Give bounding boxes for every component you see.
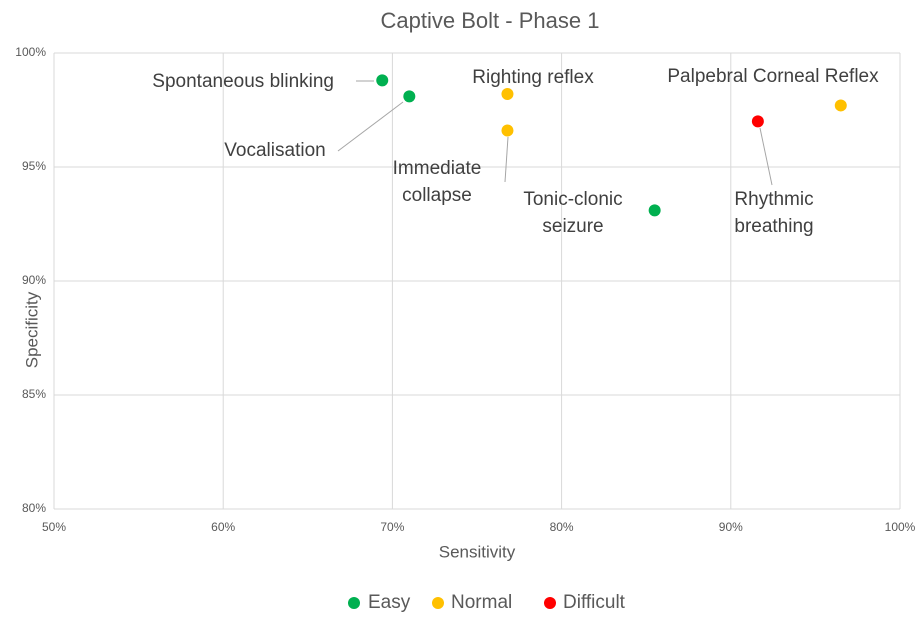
point-label: Spontaneous blinking: [152, 71, 334, 92]
x-tick-label: 90%: [719, 520, 743, 534]
y-tick-label: 90%: [22, 273, 46, 287]
point: [834, 99, 847, 112]
legend-label: Difficult: [563, 592, 626, 613]
x-axis-title: Sensitivity: [439, 542, 516, 561]
leader-line: [337, 101, 404, 152]
y-axis-title: Specificity: [22, 291, 41, 368]
leader-line: [504, 136, 509, 183]
point-label: Righting reflex: [472, 67, 594, 88]
point-label: Rhythmic breathing: [734, 189, 813, 237]
point-label: Immediate collapse: [393, 158, 482, 206]
x-tick-label: 80%: [550, 520, 574, 534]
point: [648, 204, 661, 217]
y-tick-label: 85%: [22, 387, 46, 401]
legend-label: Easy: [368, 592, 411, 613]
point: [501, 124, 514, 137]
point: [403, 90, 416, 103]
point: [751, 115, 764, 128]
legend-marker: [432, 597, 444, 609]
y-tick-label: 100%: [15, 45, 46, 59]
x-tick-label: 60%: [211, 520, 235, 534]
point-label: Tonic-clonic seizure: [523, 189, 622, 237]
legend-marker: [544, 597, 556, 609]
x-tick-label: 100%: [885, 520, 916, 534]
point-label: Palpebral Corneal Reflex: [667, 66, 879, 87]
legend-label: Normal: [451, 592, 512, 613]
point: [376, 74, 389, 87]
legend-marker: [348, 597, 360, 609]
y-tick-label: 95%: [22, 159, 46, 173]
leader-line: [759, 127, 773, 186]
x-tick-label: 70%: [380, 520, 404, 534]
chart-title: Captive Bolt - Phase 1: [381, 8, 600, 33]
x-tick-label: 50%: [42, 520, 66, 534]
point: [501, 88, 514, 101]
point-label: Vocalisation: [224, 140, 325, 161]
y-tick-label: 80%: [22, 501, 46, 515]
